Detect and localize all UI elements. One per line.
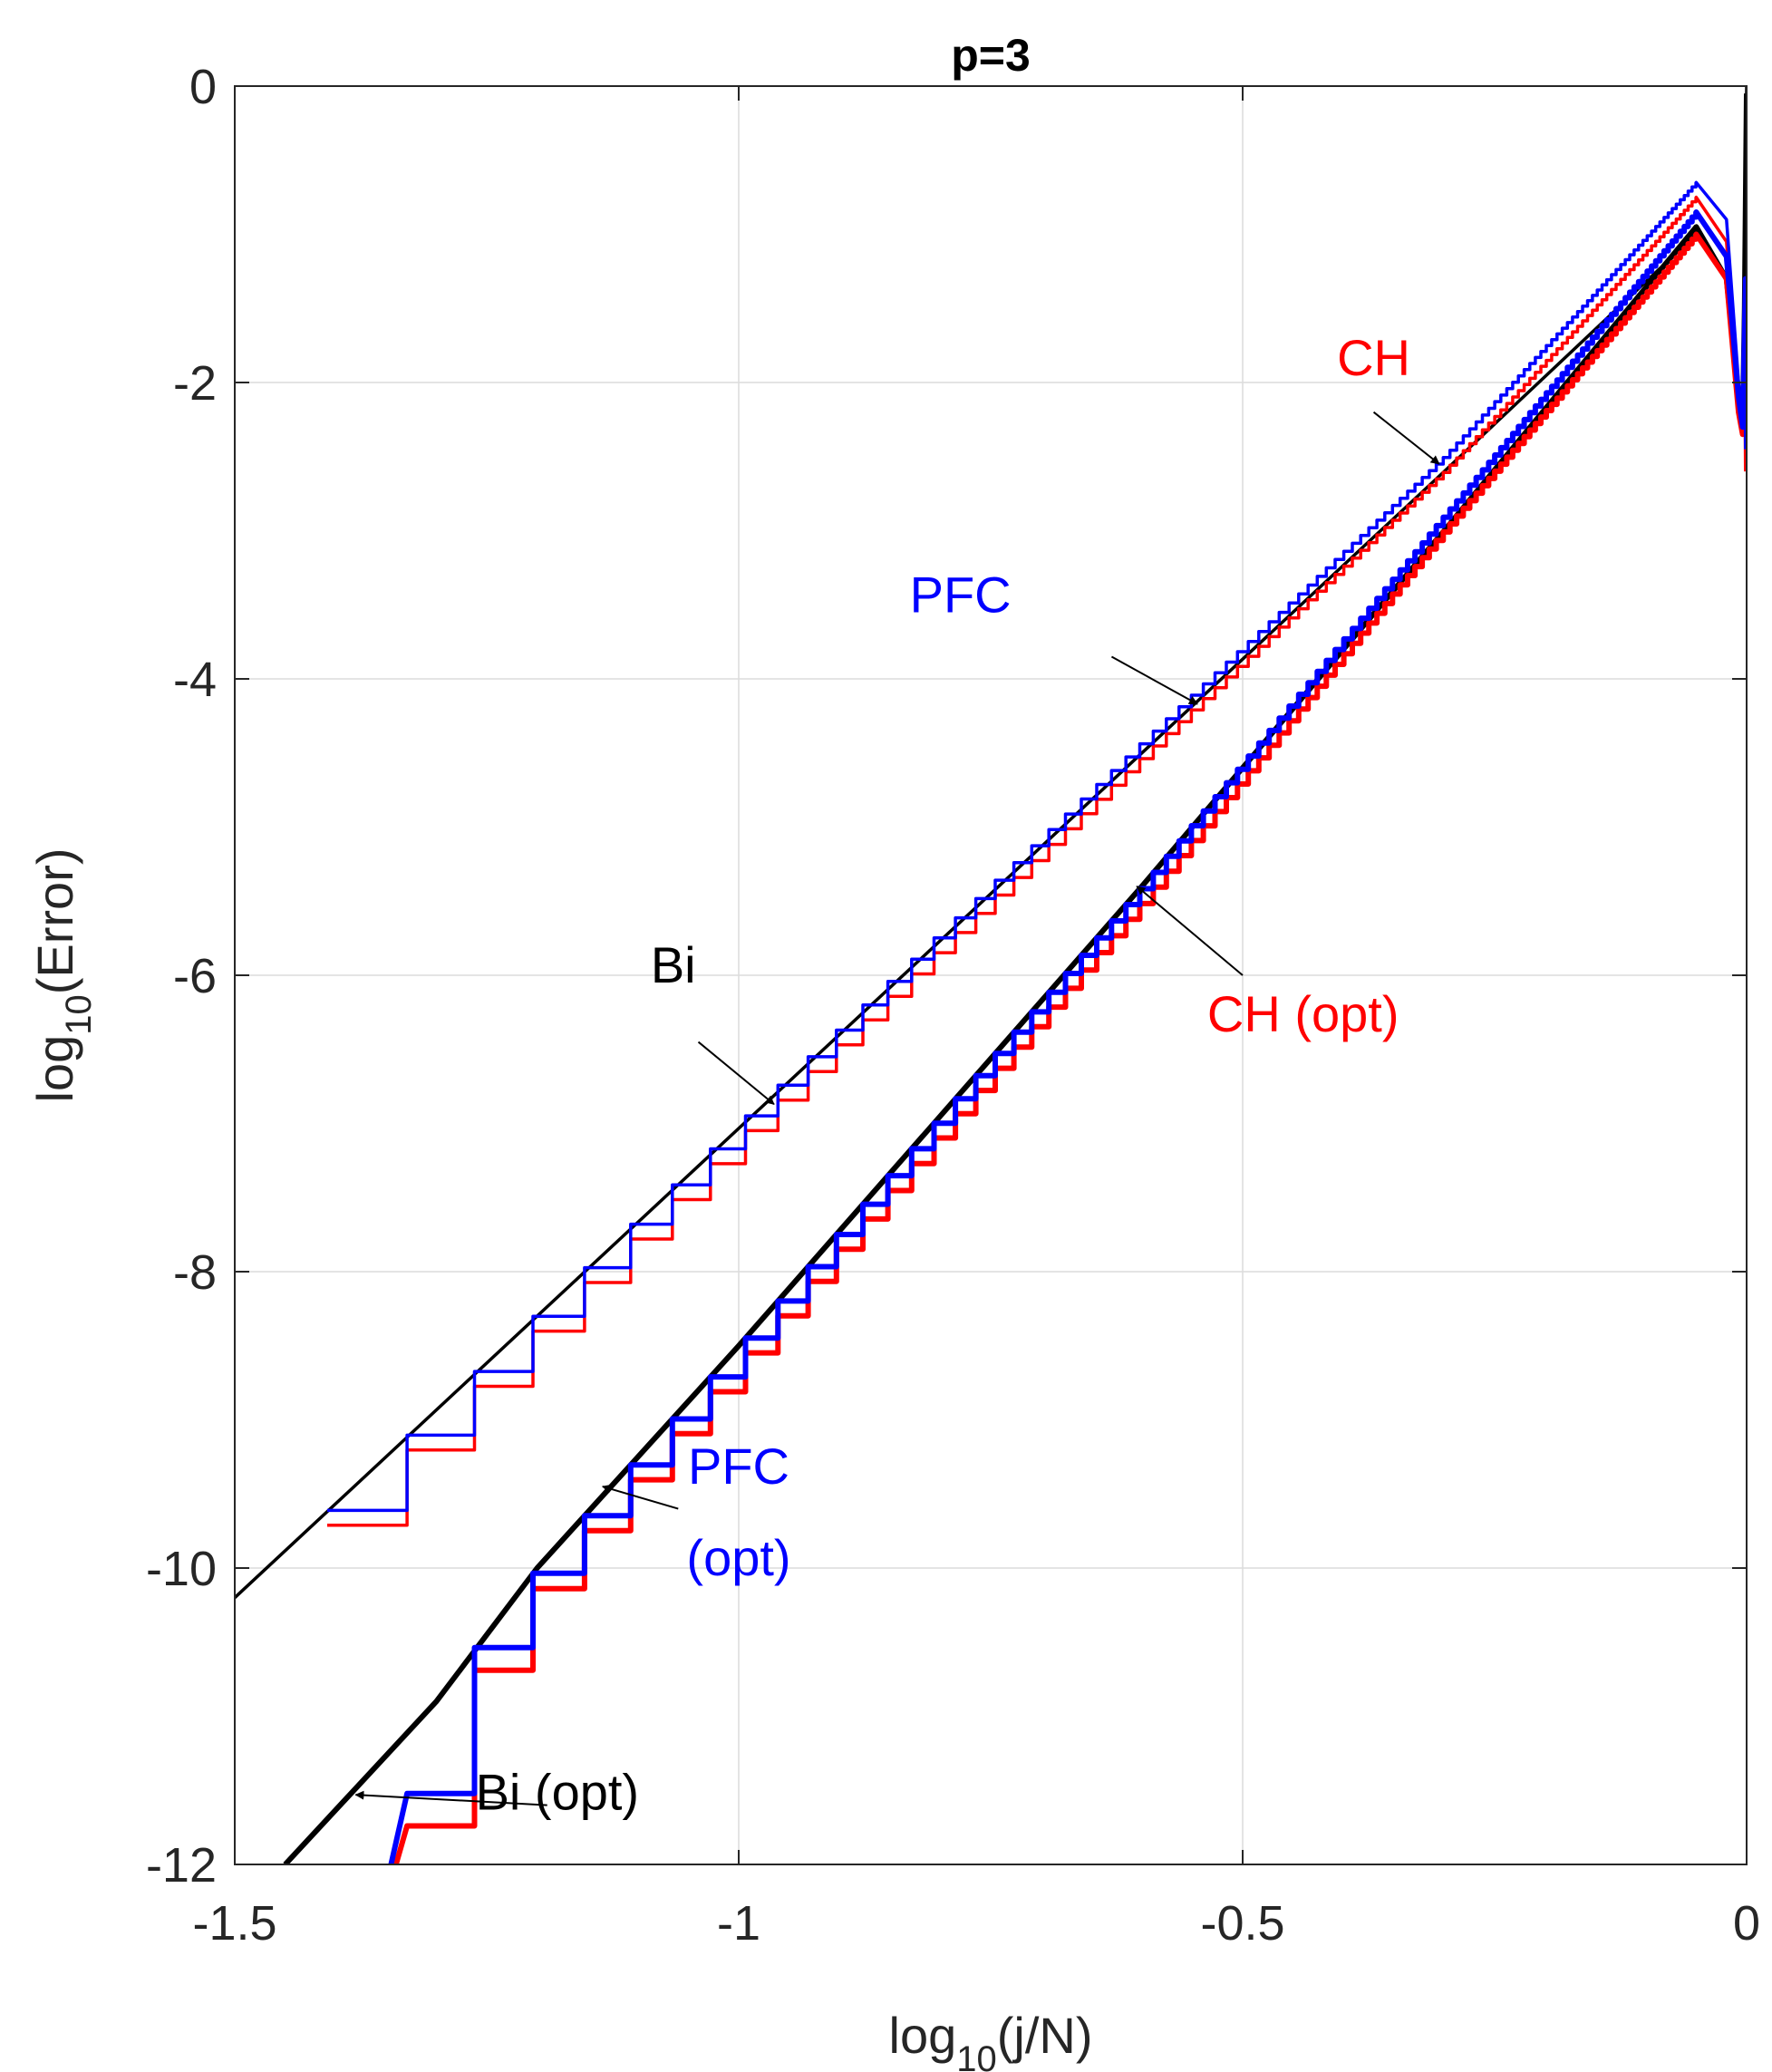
x-axis-label: log10(j/N) — [889, 2007, 1093, 2072]
series-line-pfc — [327, 180, 1747, 1513]
y-axis-label-base: log — [26, 1035, 83, 1103]
x-axis-label-subscript: 10 — [956, 2039, 997, 2072]
annotations: CH PFC Bi CH (opt) PFC (opt) Bi (opt) — [354, 329, 1440, 1821]
x-axis-label-rest: (j/N) — [997, 2007, 1093, 2064]
annotation-arrow-0 — [1372, 411, 1440, 465]
y-tick-labels: -12 -10 -8 -6 -4 -2 0 — [146, 60, 217, 1893]
x-tick-label-3: 0 — [1733, 1896, 1760, 1951]
y-tick-label-3: -6 — [173, 949, 217, 1003]
annotation-label-opt-5: (opt) — [686, 1529, 790, 1586]
y-tick-label-2: -8 — [173, 1245, 217, 1300]
y-axis-label-subscript: 10 — [59, 994, 99, 1035]
x-tick-label-2: -0.5 — [1200, 1896, 1284, 1951]
annotation-label-bi-opt-6: Bi (opt) — [476, 1764, 640, 1821]
series-line-ch — [327, 195, 1747, 1527]
annotation-label-bi-2: Bi — [651, 936, 696, 993]
x-axis-label-base: log — [889, 2007, 957, 2064]
tick-marks — [234, 85, 1748, 1865]
y-tick-label-1: -10 — [146, 1542, 217, 1596]
annotation-arrow-4 — [601, 1484, 679, 1510]
y-tick-label-0: -12 — [146, 1838, 217, 1893]
y-axis-label-rest: (Error) — [26, 848, 83, 995]
series-group — [235, 86, 1747, 1864]
annotation-arrow-3 — [1136, 886, 1244, 976]
chart-title: p=3 — [951, 30, 1031, 81]
annotation-label-pfc-1: PFC — [910, 566, 1012, 623]
series-line-ch-opt — [393, 231, 1747, 1864]
x-tick-labels: -1.5 -1 -0.5 0 — [192, 1896, 1760, 1951]
annotation-arrow-6 — [354, 1790, 547, 1806]
y-tick-label-6: 0 — [189, 60, 217, 114]
y-tick-label-4: -4 — [173, 653, 217, 707]
x-tick-label-0: -1.5 — [192, 1896, 276, 1951]
annotation-arrow-2 — [697, 1041, 775, 1106]
y-tick-label-5: -2 — [173, 356, 217, 411]
x-tick-label-1: -1 — [717, 1896, 760, 1951]
annotation-label-ch-0: CH — [1337, 329, 1410, 386]
annotation-arrow-1 — [1110, 655, 1198, 705]
series-line-pfc-opt — [388, 209, 1747, 1864]
y-axis-label: log10(Error) — [26, 848, 99, 1103]
annotation-label-pfc-4: PFC — [688, 1438, 789, 1495]
annotation-label-ch-opt-3: CH (opt) — [1207, 985, 1399, 1042]
